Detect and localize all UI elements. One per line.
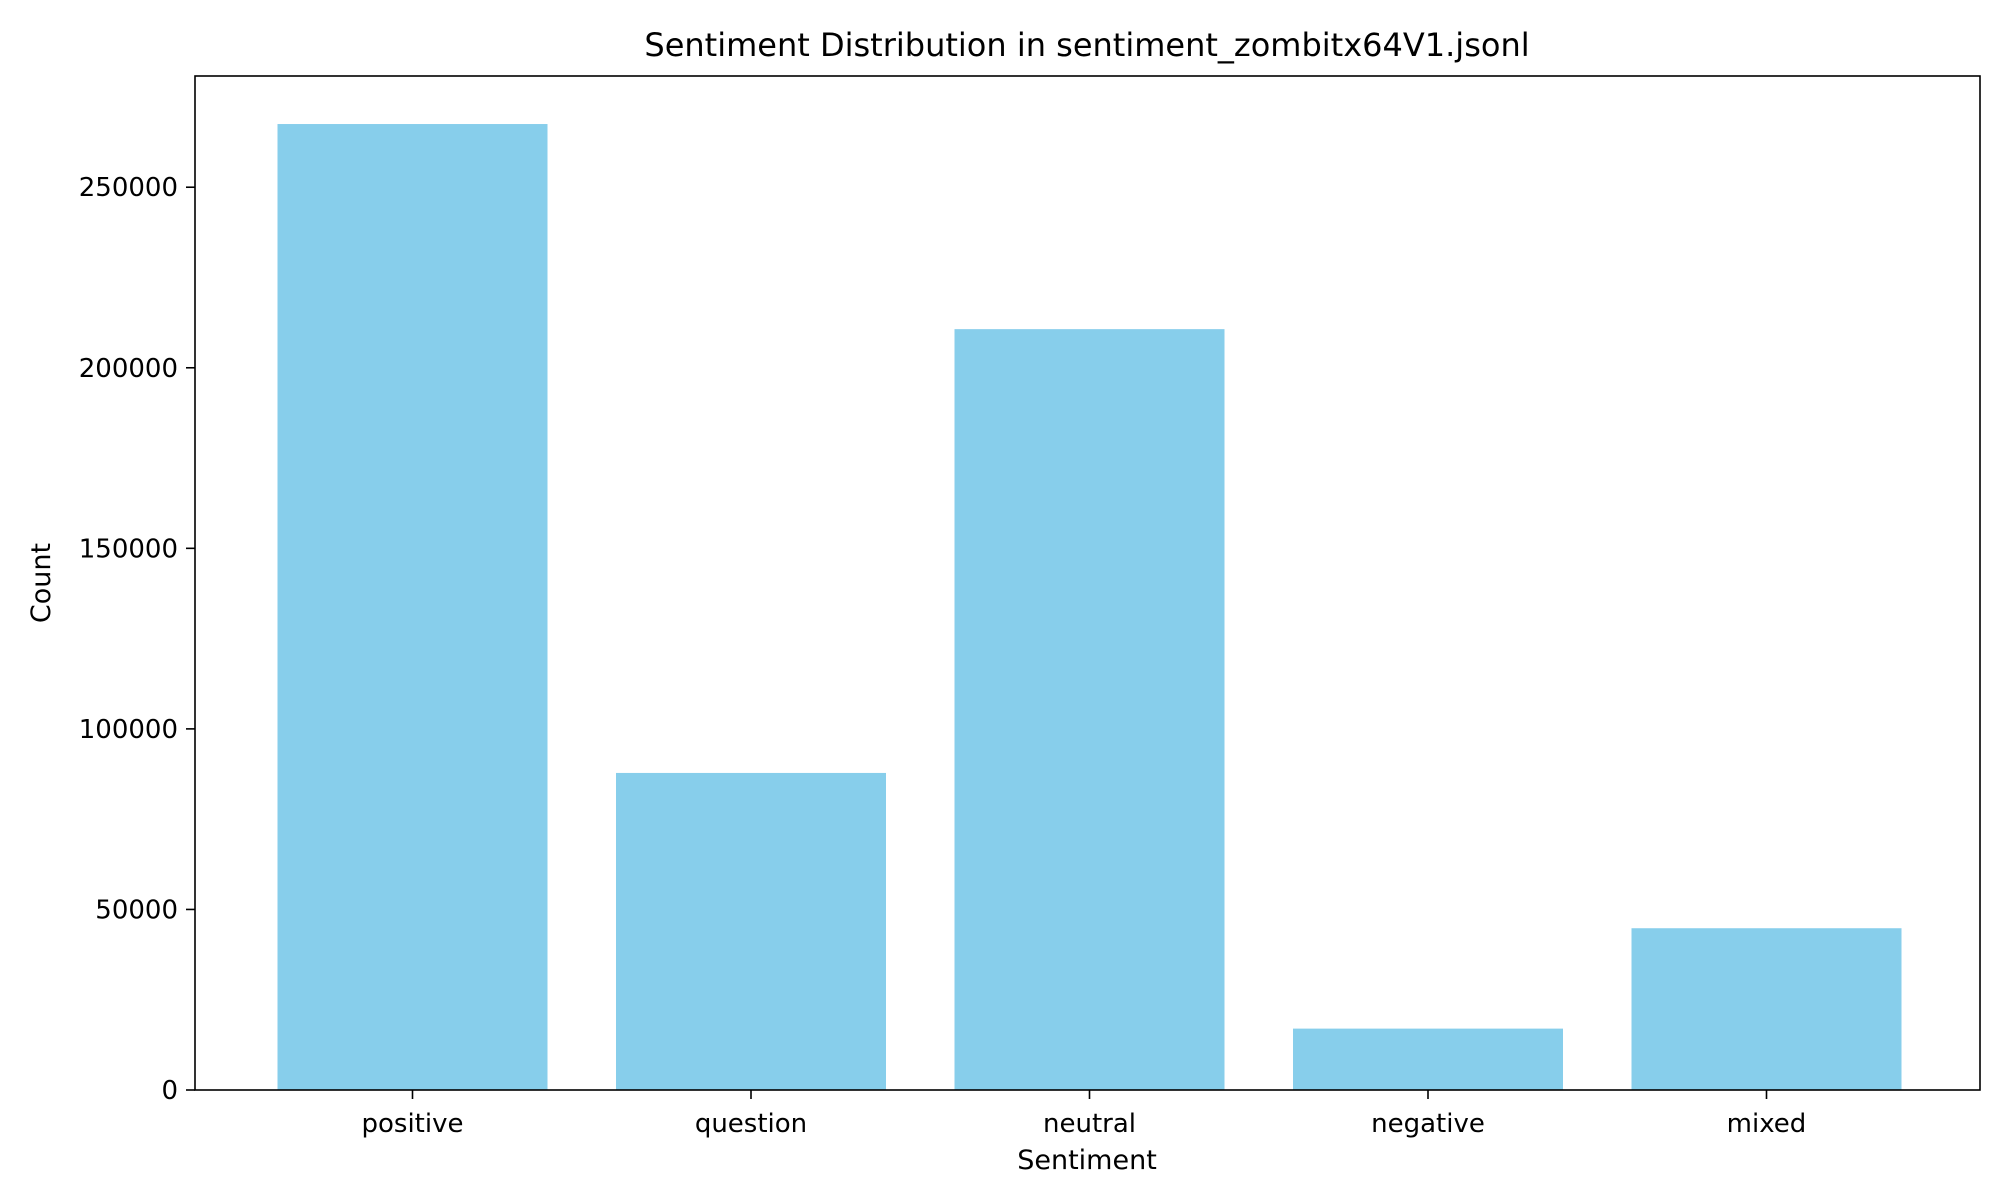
x-axis-ticks: positive question neutral negative mixed bbox=[362, 1090, 1807, 1139]
bar-positive bbox=[277, 124, 548, 1091]
plot-frame bbox=[194, 75, 1981, 1091]
x-tick-label-positive: positive bbox=[362, 1109, 464, 1139]
x-axis-label: Sentiment bbox=[1017, 1145, 1157, 1176]
bar-mixed bbox=[1631, 928, 1902, 1090]
y-axis-label: Count bbox=[26, 543, 57, 623]
bar-question bbox=[616, 772, 886, 1090]
y-tick-label-50000: 50000 bbox=[95, 895, 178, 925]
x-tick-label-question: question bbox=[695, 1109, 807, 1139]
x-tick-label-negative: negative bbox=[1371, 1109, 1485, 1139]
y-tick-label-200000: 200000 bbox=[79, 354, 178, 384]
y-tick-label-0: 0 bbox=[161, 1076, 178, 1106]
y-axis-ticks: 0 50000 100000 150000 200000 250000 bbox=[79, 173, 195, 1106]
x-tick-label-mixed: mixed bbox=[1727, 1109, 1807, 1139]
bar-neutral bbox=[954, 329, 1225, 1090]
bars-group bbox=[277, 124, 1902, 1091]
x-tick-label-neutral: neutral bbox=[1043, 1109, 1136, 1139]
y-tick-label-150000: 150000 bbox=[79, 534, 178, 564]
chart-title: Sentiment Distribution in sentiment_zomb… bbox=[644, 26, 1529, 64]
y-tick-label-100000: 100000 bbox=[79, 715, 178, 745]
y-tick-label-250000: 250000 bbox=[79, 173, 178, 203]
bar-negative bbox=[1293, 1028, 1563, 1090]
